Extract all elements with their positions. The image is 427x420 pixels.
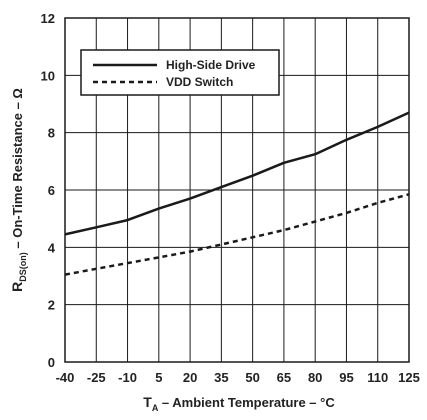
series-line-high-side-drive bbox=[64, 111, 410, 236]
y-axis-title-rest: – On-Time Resistance – Ω bbox=[10, 88, 25, 252]
y-tick-label: 10 bbox=[41, 68, 55, 83]
x-tick-label: -10 bbox=[118, 370, 137, 385]
y-axis-title-main: R bbox=[9, 282, 25, 292]
y-tick-label: 8 bbox=[48, 126, 55, 141]
x-tick-label: 125 bbox=[398, 370, 420, 385]
x-tick-label: 65 bbox=[277, 370, 291, 385]
x-tick-label: 20 bbox=[183, 370, 197, 385]
y-tick-labels: 0 2 4 6 8 10 12 bbox=[41, 11, 56, 370]
x-axis-title: TA – Ambient Temperature – °C bbox=[143, 394, 335, 413]
x-tick-label: -25 bbox=[87, 370, 106, 385]
x-tick-label: 95 bbox=[339, 370, 353, 385]
y-axis-title-subscript: DS(on) bbox=[18, 252, 28, 282]
x-tick-labels: -40 -25 -10 5 20 35 50 65 80 95 110 125 bbox=[56, 370, 420, 385]
legend: High-Side Drive VDD Switch bbox=[80, 49, 280, 96]
x-tick-label: -40 bbox=[56, 370, 75, 385]
y-tick-label: 0 bbox=[48, 355, 55, 370]
legend-label-vdd-switch: VDD Switch bbox=[166, 75, 233, 89]
x-tick-label: 80 bbox=[308, 370, 322, 385]
x-tick-label: 35 bbox=[214, 370, 228, 385]
series-line-vdd-switch bbox=[64, 193, 410, 276]
x-tick-label: 50 bbox=[245, 370, 259, 385]
y-tick-label: 4 bbox=[48, 240, 56, 255]
series-layer bbox=[64, 111, 410, 276]
y-tick-label: 6 bbox=[48, 183, 55, 198]
y-tick-label: 2 bbox=[48, 298, 55, 313]
legend-box bbox=[80, 49, 280, 96]
x-tick-label: 5 bbox=[155, 370, 162, 385]
x-tick-label: 110 bbox=[367, 370, 388, 385]
x-axis-title-subscript: A bbox=[152, 403, 159, 413]
x-axis-title-main: T bbox=[143, 394, 152, 410]
legend-label-high-side-drive: High-Side Drive bbox=[166, 58, 256, 72]
x-axis-title-rest: – Ambient Temperature – °C bbox=[158, 395, 335, 410]
grid bbox=[65, 18, 409, 362]
y-axis-title: RDS(on) – On-Time Resistance – Ω bbox=[9, 88, 28, 292]
y-tick-label: 12 bbox=[41, 11, 55, 26]
